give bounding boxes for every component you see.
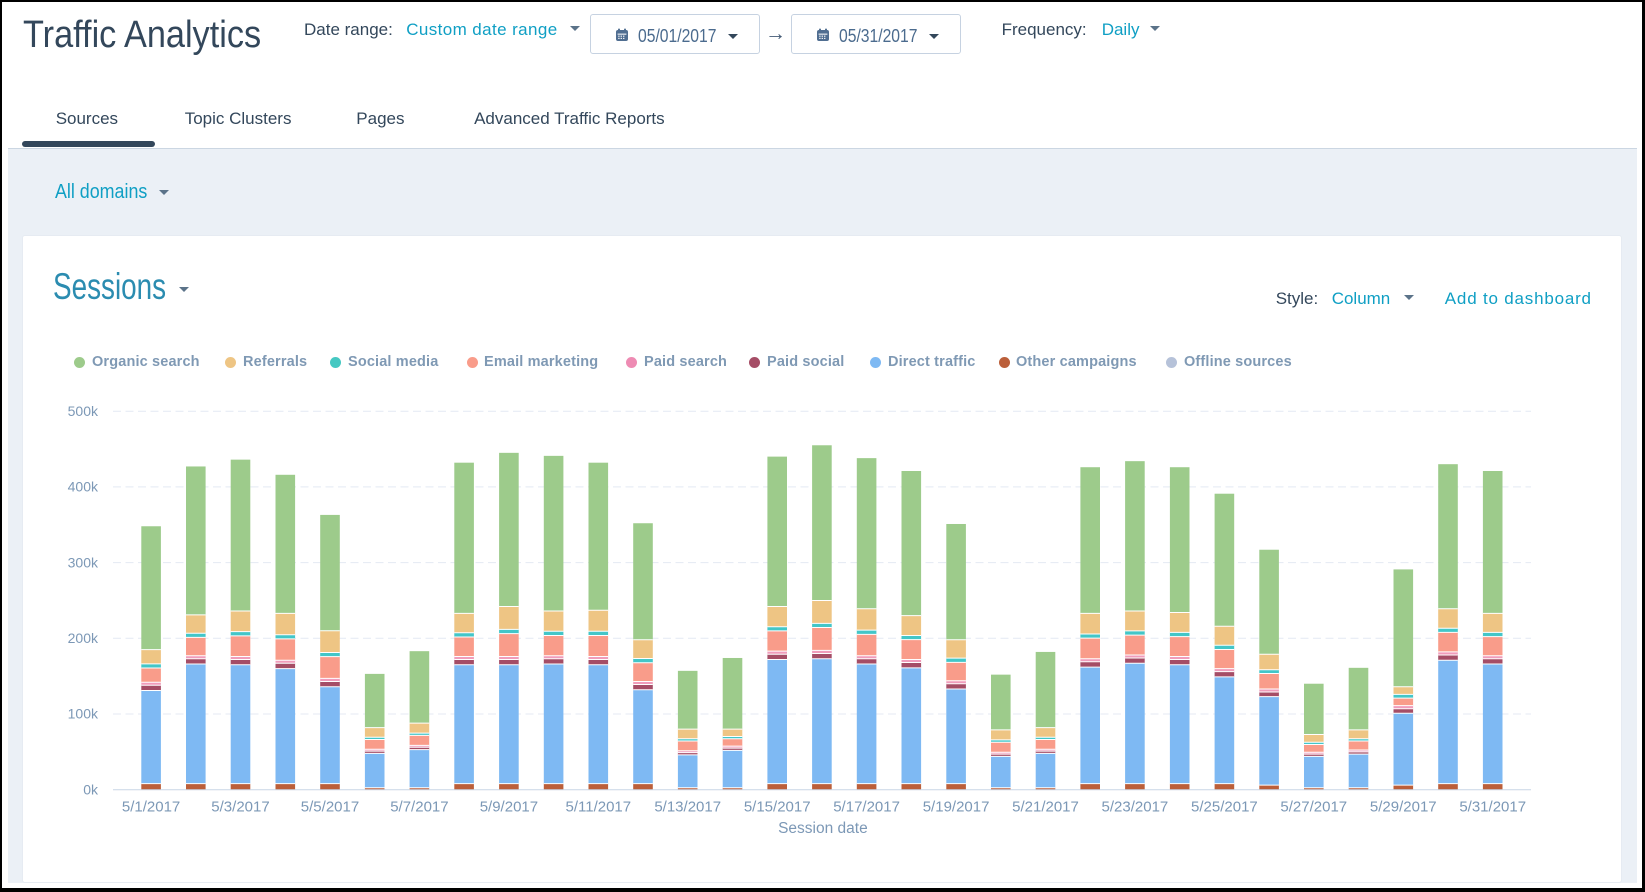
svg-text:400k: 400k — [68, 479, 99, 495]
svg-text:5/13/2017: 5/13/2017 — [654, 799, 721, 816]
svg-text:5/5/2017: 5/5/2017 — [301, 799, 359, 816]
svg-text:5/23/2017: 5/23/2017 — [1102, 799, 1169, 816]
svg-text:5/9/2017: 5/9/2017 — [480, 799, 538, 816]
svg-text:100k: 100k — [68, 706, 99, 722]
svg-text:5/31/2017: 5/31/2017 — [1459, 799, 1526, 816]
svg-text:Session date: Session date — [778, 820, 868, 837]
svg-text:5/29/2017: 5/29/2017 — [1370, 799, 1437, 816]
svg-text:5/15/2017: 5/15/2017 — [744, 799, 811, 816]
svg-text:5/21/2017: 5/21/2017 — [1012, 799, 1079, 816]
svg-text:5/25/2017: 5/25/2017 — [1191, 799, 1258, 816]
svg-text:5/27/2017: 5/27/2017 — [1280, 799, 1347, 816]
svg-text:5/19/2017: 5/19/2017 — [923, 799, 990, 816]
svg-text:5/11/2017: 5/11/2017 — [565, 799, 631, 816]
svg-text:0k: 0k — [83, 781, 99, 797]
svg-text:5/3/2017: 5/3/2017 — [211, 799, 269, 816]
svg-text:300k: 300k — [68, 554, 99, 570]
svg-text:5/7/2017: 5/7/2017 — [390, 799, 448, 816]
svg-text:5/17/2017: 5/17/2017 — [833, 799, 900, 816]
svg-text:500k: 500k — [68, 403, 99, 419]
svg-text:200k: 200k — [68, 630, 99, 646]
svg-text:5/1/2017: 5/1/2017 — [122, 799, 180, 816]
